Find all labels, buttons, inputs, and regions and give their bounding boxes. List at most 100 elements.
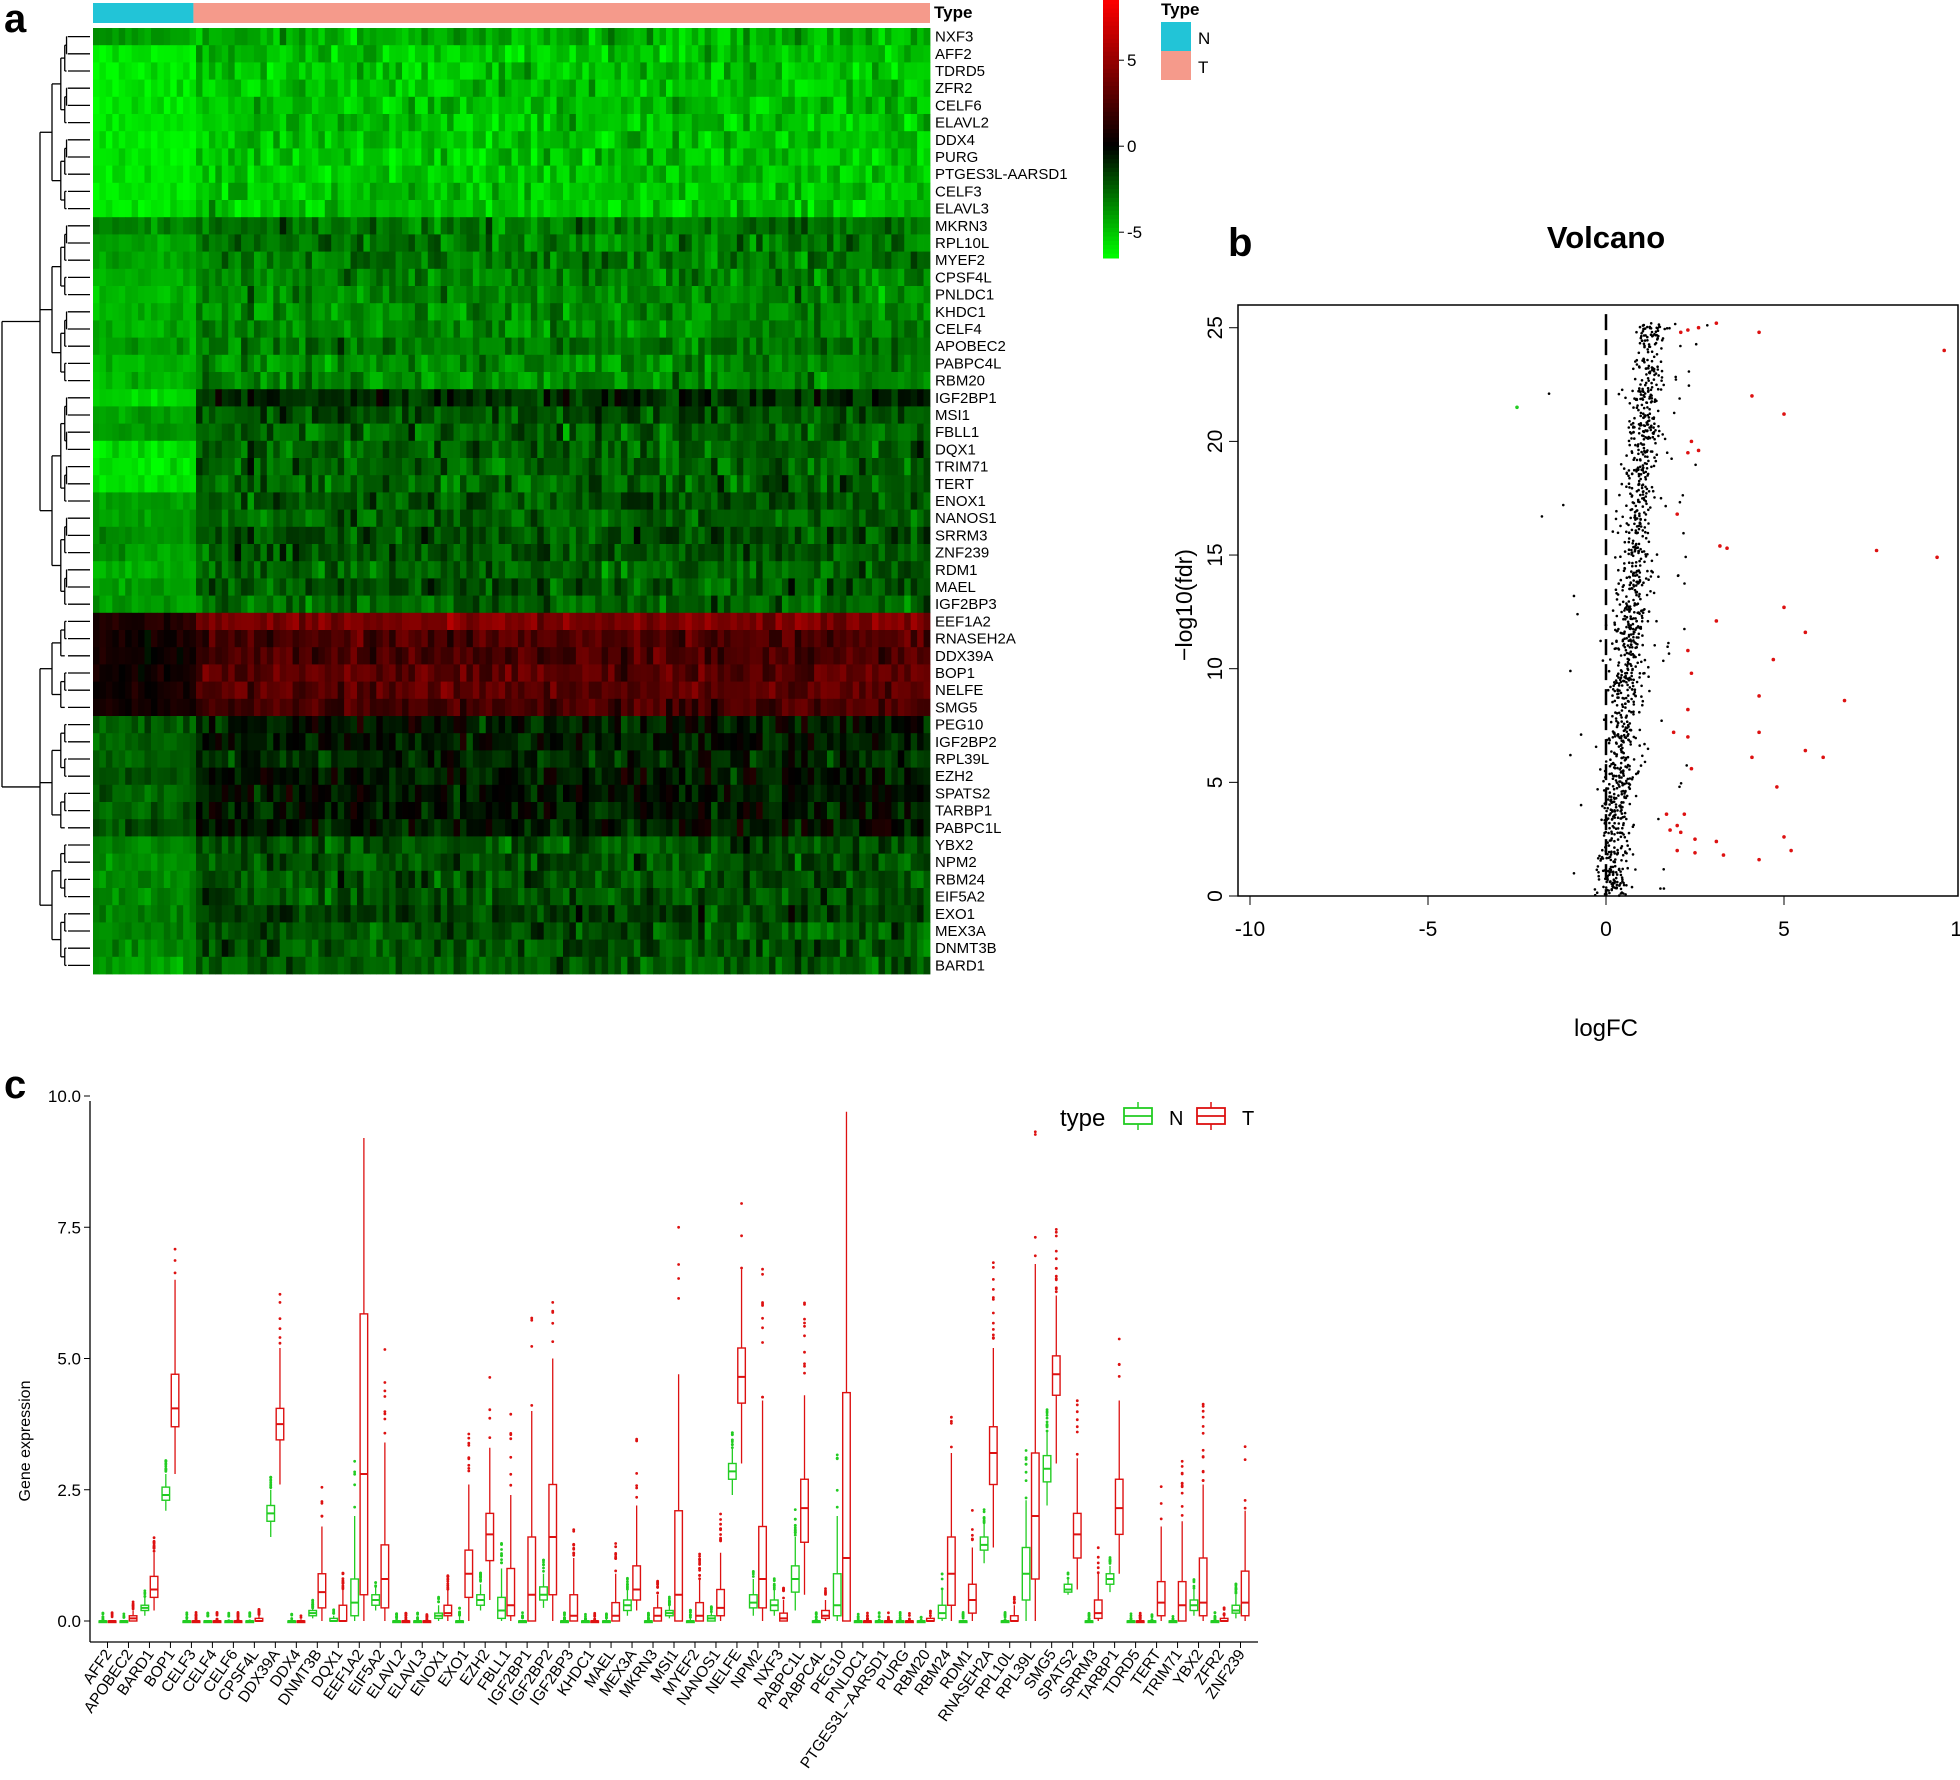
heatmap-cell: [769, 200, 776, 218]
heatmap-cell: [170, 440, 178, 459]
heatmap-cell: [563, 492, 570, 510]
heatmap-cell: [331, 578, 339, 596]
heatmap-cell: [389, 268, 397, 287]
heatmap-cell: [814, 372, 821, 390]
heatmap-cell: [318, 148, 326, 166]
heatmap-cell: [659, 595, 667, 614]
heatmap-cell: [337, 406, 345, 424]
heatmap-cell: [878, 337, 886, 356]
heatmap-cell: [163, 131, 171, 149]
heatmap-cell: [157, 509, 165, 528]
heatmap-cell: [382, 612, 390, 631]
heatmap-cell: [459, 423, 467, 442]
heatmap-cell: [511, 45, 519, 63]
heatmap-cell: [543, 234, 551, 252]
heatmap-cell: [350, 165, 358, 184]
heatmap-cell: [608, 79, 615, 98]
heatmap-cell: [324, 200, 332, 218]
heatmap-cell: [228, 526, 236, 545]
heatmap-cell: [112, 561, 120, 579]
heatmap-cell: [769, 630, 776, 648]
heatmap-cell: [852, 114, 860, 132]
heatmap-cell: [389, 303, 397, 321]
heatmap-cell: [711, 165, 718, 184]
heatmap-cell: [466, 182, 474, 201]
heatmap-cell: [183, 286, 190, 304]
heatmap-cell: [923, 440, 931, 459]
heatmap-cell: [517, 114, 525, 132]
heatmap-cell: [820, 62, 828, 80]
heatmap-cell: [105, 475, 113, 493]
heatmap-cell: [112, 544, 120, 562]
heatmap-cell: [234, 234, 242, 252]
heatmap-cell: [273, 354, 281, 373]
heatmap-cell: [537, 45, 545, 63]
heatmap-cell: [833, 337, 841, 356]
heatmap-cell: [434, 475, 442, 493]
heatmap-cell: [801, 200, 809, 218]
heatmap-cell: [505, 79, 512, 98]
heatmap-cell: [382, 62, 390, 80]
heatmap-cell: [897, 492, 905, 510]
heatmap-cell: [736, 372, 744, 390]
heatmap-cell: [588, 526, 596, 545]
heatmap-cell: [427, 96, 435, 115]
heatmap-cell: [872, 234, 879, 252]
heatmap-cell: [846, 114, 854, 132]
heatmap-cell: [286, 509, 293, 528]
heatmap-cell: [826, 148, 834, 166]
heatmap-cell: [466, 303, 474, 321]
heatmap-cell: [202, 458, 210, 476]
heatmap-cell: [311, 440, 319, 459]
heatmap-cell: [260, 114, 268, 132]
heatmap-cell: [846, 148, 854, 166]
heatmap-cell: [440, 458, 448, 476]
heatmap-cell: [176, 578, 184, 596]
heatmap-cell: [756, 612, 763, 631]
heatmap-cell: [427, 406, 435, 424]
heatmap-cell: [234, 217, 242, 235]
heatmap-cell: [511, 96, 519, 115]
heatmap-cell: [910, 148, 918, 166]
heatmap-cell: [608, 217, 615, 235]
heatmap-cell: [794, 526, 802, 545]
heatmap-cell: [762, 406, 770, 424]
heatmap-cell: [183, 268, 190, 287]
heatmap-cell: [131, 354, 139, 373]
heatmap-cell: [556, 182, 564, 201]
heatmap-cell: [852, 612, 860, 631]
heatmap-cell: [569, 492, 577, 510]
heatmap-cell: [846, 578, 854, 596]
heatmap-cell: [691, 526, 699, 545]
heatmap-cell: [408, 458, 416, 476]
heatmap-cell: [472, 200, 480, 218]
heatmap-cell: [196, 268, 203, 287]
heatmap-cell: [517, 268, 525, 287]
heatmap-cell: [363, 372, 371, 390]
heatmap-cell: [601, 28, 609, 46]
heatmap-cell: [163, 217, 171, 235]
heatmap-cell: [801, 612, 809, 631]
heatmap-cell: [305, 234, 313, 252]
heatmap-cell: [466, 148, 474, 166]
heatmap-cell: [466, 544, 474, 562]
heatmap-cell: [807, 440, 815, 459]
heatmap-cell: [820, 79, 828, 98]
heatmap-annotation-title: Type: [934, 3, 972, 22]
heatmap-cell: [183, 354, 190, 373]
heatmap-cell: [459, 475, 467, 493]
heatmap-cell: [157, 475, 165, 493]
heatmap-cell: [646, 320, 654, 338]
heatmap-cell: [376, 165, 384, 184]
heatmap-cell: [202, 79, 210, 98]
heatmap-cell: [653, 561, 660, 579]
heatmap-cell: [183, 182, 190, 201]
heatmap-cell: [852, 509, 860, 528]
heatmap-cell: [311, 544, 319, 562]
heatmap-cell: [498, 337, 506, 356]
heatmap-cell: [228, 630, 236, 648]
heatmap-cell: [640, 509, 648, 528]
heatmap-cell: [872, 458, 879, 476]
heatmap-cell: [530, 303, 538, 321]
heatmap-cell: [369, 200, 377, 218]
